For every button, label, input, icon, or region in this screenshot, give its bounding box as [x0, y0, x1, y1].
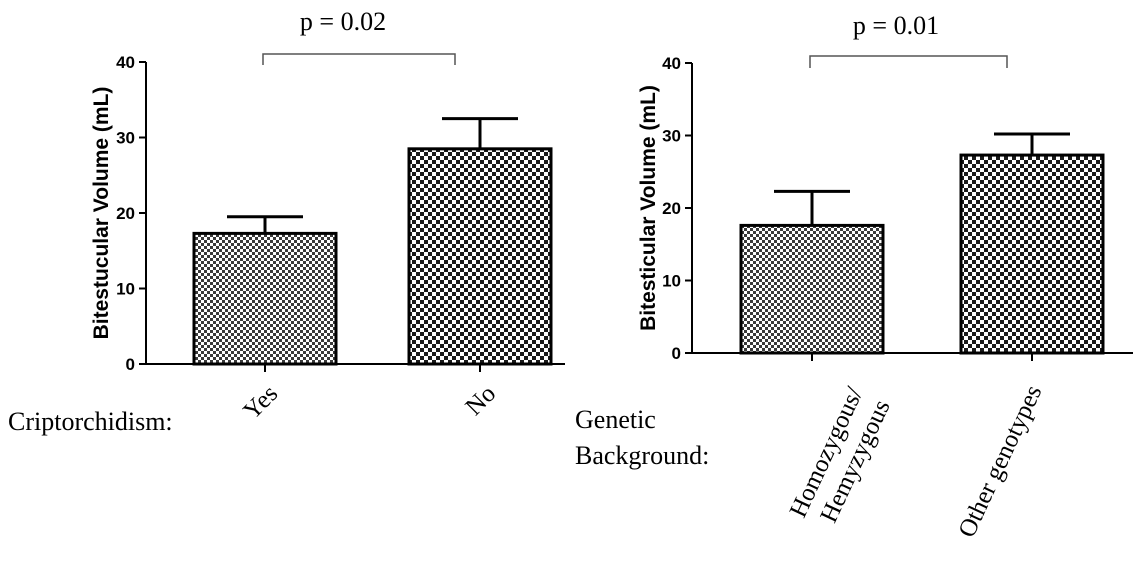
y-tick-label: 0: [126, 355, 135, 374]
bar: [959, 153, 1105, 355]
significance-bracket: [809, 55, 1008, 68]
y-tick-label: 30: [662, 127, 681, 146]
significance-bracket: [262, 53, 456, 65]
bar: [407, 147, 553, 366]
category-label: Other genotypes: [953, 381, 1047, 542]
y-tick-label: 40: [116, 53, 135, 72]
y-tick-label: 10: [116, 280, 135, 299]
group-label: Criptorchidism:: [8, 407, 173, 436]
bar: [192, 231, 338, 366]
group-label-line: Genetic: [575, 405, 656, 434]
group-label: Genetic Background:: [575, 405, 709, 470]
category-label: Homozygous/Hemyzygous: [785, 383, 896, 534]
p-value-label: p = 0.02: [300, 7, 386, 36]
category-label-line: No: [461, 380, 502, 421]
bar: [739, 223, 885, 355]
category-label-line: Yes: [238, 380, 283, 425]
y-axis-label: Bitesticular Volume (mL): [637, 85, 660, 331]
y-tick-label: 0: [672, 344, 681, 363]
group-label-line: Criptorchidism:: [8, 407, 173, 436]
group-label-line: Background:: [575, 441, 709, 470]
y-tick-label: 20: [662, 199, 681, 218]
y-tick-label: 30: [116, 129, 135, 148]
y-tick-label: 20: [116, 204, 135, 223]
p-value-label: p = 0.01: [853, 11, 939, 40]
category-label: Yes: [238, 380, 283, 425]
y-tick-label: 10: [662, 272, 681, 291]
category-label: No: [461, 380, 502, 421]
y-axis-label: Bitestucular Volume (mL): [90, 87, 113, 340]
y-tick-label: 40: [662, 54, 681, 73]
category-label-line: Other genotypes: [953, 381, 1047, 542]
